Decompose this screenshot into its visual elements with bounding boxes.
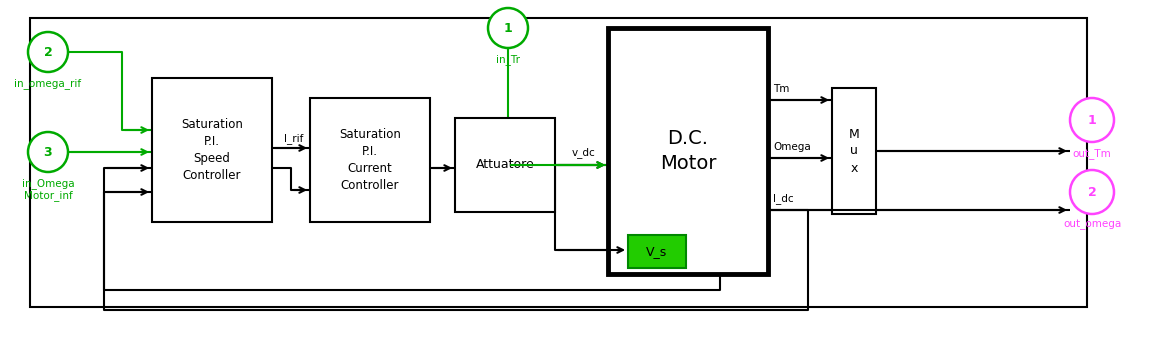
Bar	[832, 88, 876, 214]
Bar	[455, 118, 555, 212]
Circle shape	[1070, 170, 1114, 214]
Text: 2: 2	[1087, 185, 1097, 199]
Text: out_Tm: out_Tm	[1073, 148, 1112, 159]
Text: 3: 3	[44, 145, 52, 159]
Bar	[310, 98, 430, 222]
Text: in_Tr: in_Tr	[497, 54, 520, 65]
Bar	[30, 18, 1087, 307]
Text: V_s: V_s	[646, 245, 668, 258]
Text: in_omega_rif: in_omega_rif	[15, 78, 82, 89]
Text: out_omega: out_omega	[1063, 220, 1121, 231]
Circle shape	[1070, 98, 1114, 142]
Circle shape	[488, 8, 528, 48]
Text: 1: 1	[503, 21, 513, 35]
Circle shape	[28, 32, 68, 72]
Text: Saturation
P.I.
Current
Controller: Saturation P.I. Current Controller	[339, 128, 401, 192]
Text: M
u
x: M u x	[849, 127, 859, 175]
Text: Attuatore: Attuatore	[476, 159, 535, 172]
Text: Omega: Omega	[773, 142, 811, 152]
Text: 2: 2	[44, 45, 52, 59]
Bar	[152, 78, 272, 222]
Text: in_Omega
Motor_inf: in_Omega Motor_inf	[22, 178, 75, 201]
Text: Tm: Tm	[773, 84, 789, 94]
Text: I_dc: I_dc	[773, 193, 794, 204]
Text: v_dc: v_dc	[573, 147, 596, 158]
Bar	[628, 235, 685, 268]
Text: Saturation
P.I.
Speed
Controller: Saturation P.I. Speed Controller	[181, 118, 243, 182]
Bar	[608, 28, 768, 274]
Text: D.C.
Motor: D.C. Motor	[660, 129, 717, 173]
Circle shape	[28, 132, 68, 172]
Text: 1: 1	[1087, 114, 1097, 126]
Text: I_rif: I_rif	[285, 133, 303, 144]
